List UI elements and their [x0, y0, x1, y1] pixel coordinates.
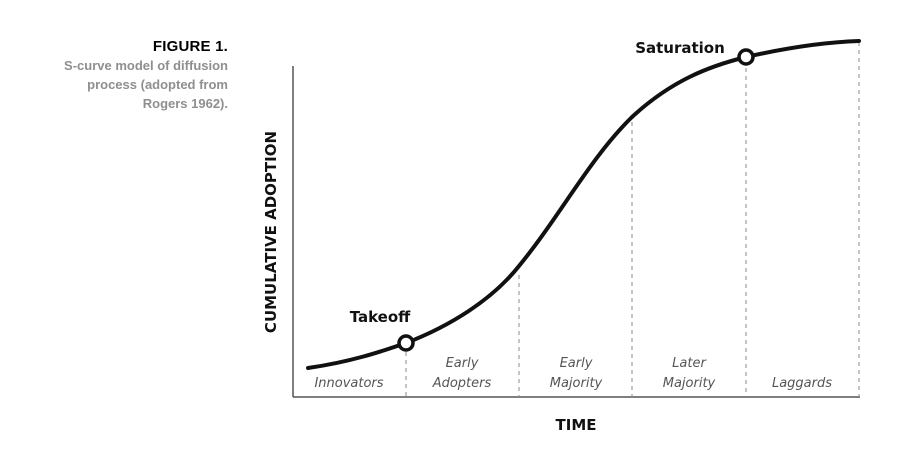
caption-title: FIGURE 1. [152, 38, 228, 55]
stage-later-majority-line-2: Majority [663, 376, 716, 391]
caption-line-1: S-curve model of diffusion [64, 58, 228, 73]
stage-early-adopters-line-1: Early [446, 356, 479, 371]
saturation-point [737, 48, 755, 66]
stage-early-majority-line-2: Majority [550, 376, 603, 391]
x-axis-title: TIME [556, 416, 597, 434]
takeoff-point [397, 334, 415, 352]
stage-laggards: Laggards [772, 376, 832, 391]
figure-caption: FIGURE 1. S-curve model of diffusion pro… [8, 38, 228, 113]
saturation-label: Saturation [635, 39, 725, 57]
stage-early-adopters-line-2: Adopters [432, 376, 492, 391]
y-axis-title: CUMULATIVE ADOPTION [262, 131, 280, 333]
takeoff-label: Takeoff [350, 308, 411, 326]
stage-later-majority-line-1: Later [672, 356, 707, 371]
caption-line-2: process (adopted from [87, 77, 228, 92]
caption-line-3: Rogers 1962). [142, 96, 228, 111]
stage-innovators: Innovators [314, 376, 383, 391]
stage-early-majority-line-1: Early [560, 356, 593, 371]
